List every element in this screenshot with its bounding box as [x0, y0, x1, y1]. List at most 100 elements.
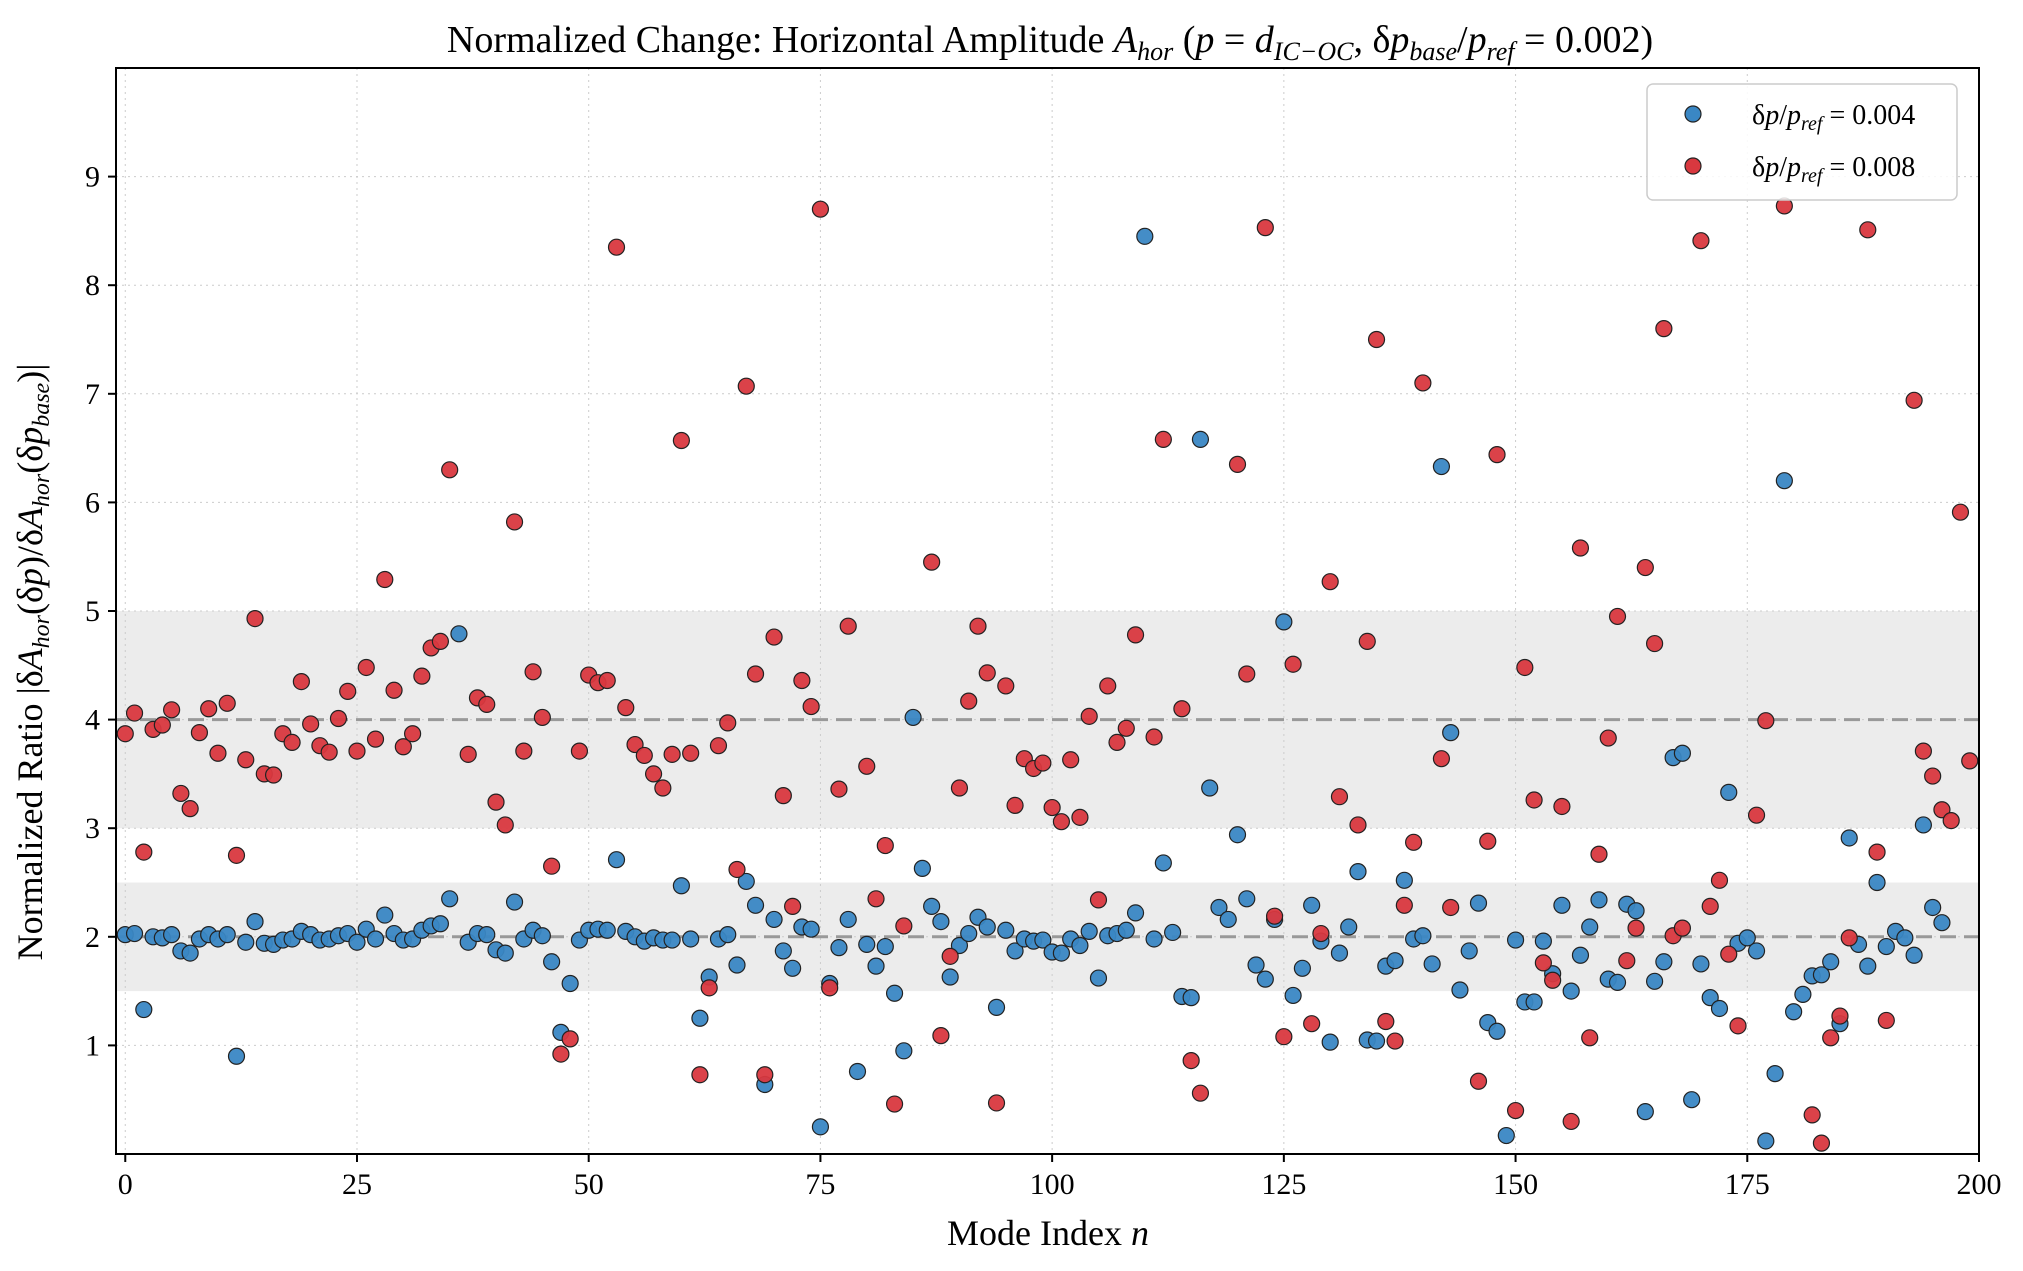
- point-s1-39: [487, 793, 505, 811]
- point-s1-83: [923, 553, 941, 571]
- point-s1-28: [376, 570, 394, 589]
- point-s0-145: [1460, 942, 1478, 960]
- point-s1-92: [1006, 796, 1024, 814]
- point-s0-192: [1905, 946, 1923, 964]
- point-s1-125: [1386, 1032, 1404, 1050]
- point-s1-112: [1238, 665, 1256, 683]
- y-tick-label-3: 3: [85, 812, 100, 845]
- legend-marker-0.004: [1684, 105, 1702, 123]
- point-s0-152: [1525, 993, 1543, 1011]
- point-s1-134: [1506, 1101, 1525, 1120]
- point-s1-116: [1284, 655, 1302, 673]
- point-s0-39: [478, 926, 496, 944]
- point-s0-130: [1321, 1033, 1339, 1051]
- point-s1-119: [1321, 573, 1339, 591]
- point-s0-170: [1692, 955, 1710, 973]
- point-s0-90: [950, 936, 969, 955]
- point-s1-8: [190, 724, 209, 742]
- point-s0-178: [1775, 472, 1793, 490]
- point-s1-141: [1571, 539, 1590, 557]
- point-s1-127: [1405, 833, 1423, 851]
- point-s0-157: [1571, 946, 1590, 964]
- point-s1-139: [1553, 797, 1571, 816]
- point-s0-137: [1386, 952, 1404, 970]
- point-s0-158: [1581, 918, 1599, 936]
- point-s0-75: [811, 1118, 830, 1136]
- point-s0-127: [1293, 959, 1311, 977]
- point-s1-51: [598, 671, 616, 690]
- point-s0-83: [885, 984, 904, 1002]
- point-s1-66: [737, 377, 755, 395]
- point-s1-144: [1599, 729, 1617, 747]
- point-s1-82: [895, 917, 913, 935]
- point-s0-12: [227, 1047, 246, 1065]
- point-s0-173: [1720, 783, 1738, 801]
- point-s0-144: [1451, 981, 1469, 999]
- point-s0-81: [867, 957, 885, 975]
- point-s1-27: [366, 730, 385, 748]
- point-s1-100: [1080, 707, 1098, 725]
- chart-title: Normalized Change: Horizontal Amplitude …: [447, 19, 1653, 66]
- y-tick-label-9: 9: [85, 161, 100, 194]
- point-s0-135: [1367, 1032, 1386, 1050]
- point-s1-130: [1442, 898, 1460, 917]
- point-s0-67: [737, 872, 755, 891]
- point-s0-13: [237, 933, 255, 951]
- point-s0-53: [607, 851, 626, 869]
- plot-area: 0 25 50 75 100 125 150 175 200 1 2 3 4 5 6 7 8 9: [85, 67, 2002, 1201]
- point-s1-6: [172, 784, 190, 803]
- point-s0-65: [719, 926, 737, 944]
- point-s1-30: [394, 738, 412, 756]
- point-s1-110: [1191, 1084, 1210, 1102]
- point-s0-156: [1562, 982, 1580, 1000]
- point-s1-90: [987, 1094, 1006, 1112]
- point-s0-36: [450, 625, 468, 643]
- point-s1-175: [1961, 752, 1979, 770]
- point-s0-86: [913, 859, 931, 877]
- point-s0-61: [682, 930, 700, 948]
- point-s1-142: [1581, 1029, 1599, 1047]
- x-tick-label-25: 25: [342, 1168, 372, 1201]
- point-s1-79: [867, 890, 885, 908]
- y-axis-label: Normalized Ratio |δAhor(δp)/δAhor(δpbase…: [10, 364, 55, 961]
- point-s1-129: [1432, 750, 1451, 768]
- point-s1-71: [784, 897, 802, 915]
- point-s1-56: [644, 765, 663, 783]
- point-s0-159: [1590, 891, 1608, 909]
- point-s1-67: [746, 665, 765, 683]
- point-s1-89: [978, 664, 996, 682]
- point-s1-1: [125, 704, 144, 722]
- point-s0-185: [1840, 829, 1858, 847]
- x-tick-label-0: 0: [118, 1168, 133, 1201]
- point-s1-152: [1673, 919, 1692, 937]
- point-s1-69: [765, 628, 783, 646]
- point-s0-153: [1534, 932, 1552, 950]
- point-s1-57: [654, 779, 672, 797]
- x-tick-label-125: 125: [1261, 1168, 1306, 1201]
- point-s1-120: [1330, 788, 1349, 806]
- legend-marker-0.008: [1684, 157, 1702, 175]
- y-tick-label-1: 1: [85, 1029, 100, 1062]
- point-s1-164: [1831, 1007, 1849, 1025]
- point-s0-108: [1117, 921, 1135, 939]
- point-s0-87: [923, 897, 941, 915]
- point-s0-72: [784, 959, 802, 977]
- x-tick-label-100: 100: [1030, 1168, 1075, 1201]
- point-s1-123: [1367, 330, 1386, 349]
- point-s1-5: [163, 701, 181, 719]
- point-s0-133: [1349, 863, 1367, 881]
- point-s1-170: [1914, 742, 1932, 760]
- point-s1-19: [292, 672, 310, 691]
- point-s1-121: [1349, 816, 1367, 834]
- point-s1-58: [663, 745, 681, 763]
- point-s0-91: [960, 924, 978, 943]
- point-s0-180: [1794, 985, 1812, 1003]
- point-s0-121: [1238, 890, 1256, 908]
- point-s1-38: [478, 695, 496, 713]
- point-s1-107: [1154, 430, 1172, 449]
- point-s0-169: [1683, 1091, 1701, 1109]
- point-s1-47: [561, 1030, 579, 1048]
- point-s0-112: [1154, 854, 1172, 872]
- point-s1-29: [385, 681, 403, 699]
- point-s1-91: [997, 677, 1015, 695]
